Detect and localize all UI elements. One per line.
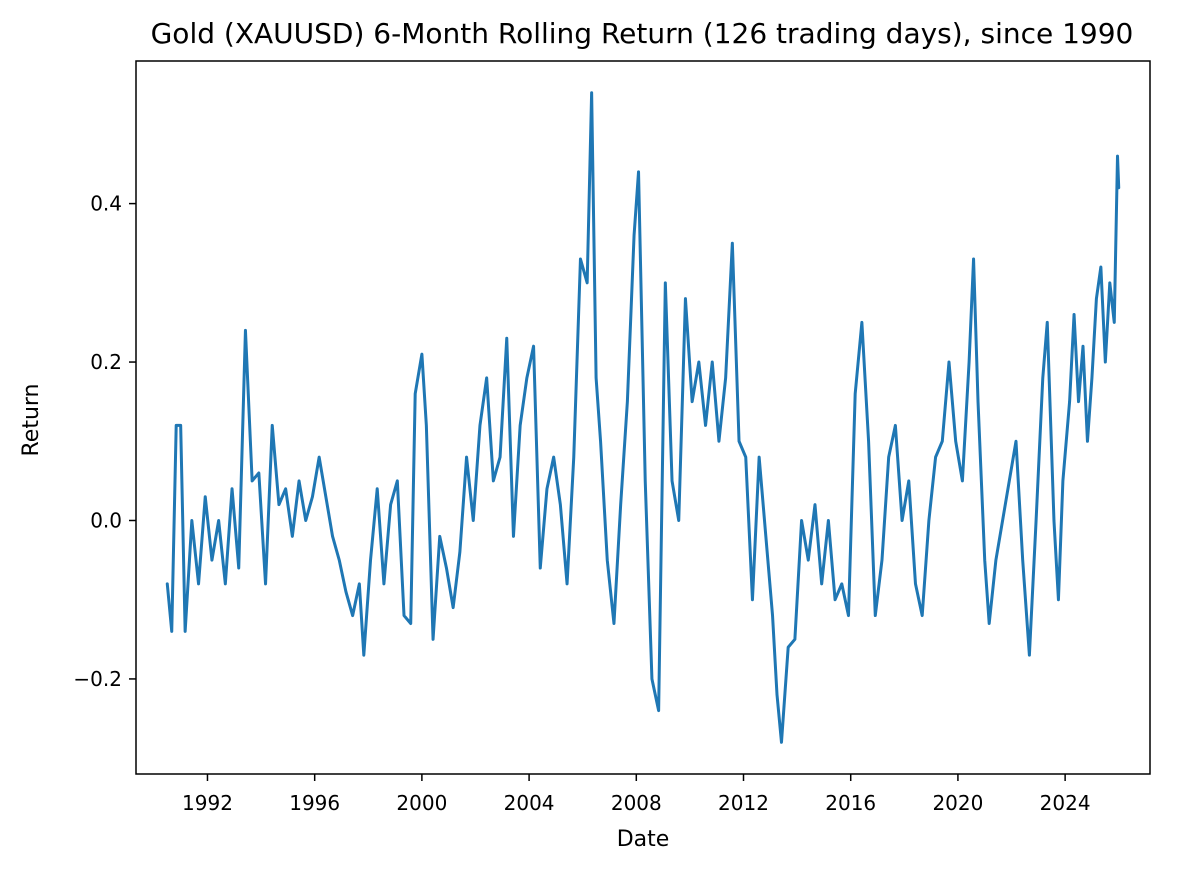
x-axis-ticks: 1992 1996 2000 2004 2008 2012 2016 2020 2024 xyxy=(182,774,1091,815)
x-tick-label: 2000 xyxy=(396,791,447,815)
x-tick-label: 2020 xyxy=(932,791,983,815)
x-tick-label: 2012 xyxy=(718,791,769,815)
series-layer xyxy=(165,91,1121,744)
x-tick-label: 2004 xyxy=(504,791,555,815)
y-tick-label: 0.4 xyxy=(90,192,122,216)
chart-title: Gold (XAUUSD) 6-Month Rolling Return (12… xyxy=(151,17,1134,50)
x-tick-label: 1996 xyxy=(289,791,340,815)
y-tick-label: −0.2 xyxy=(73,667,122,691)
x-axis-label: Date xyxy=(617,827,670,852)
y-axis-label: Return xyxy=(19,383,44,456)
x-tick-label: 2008 xyxy=(611,791,662,815)
series-line-1 xyxy=(165,91,1121,744)
x-tick-label: 2024 xyxy=(1040,791,1091,815)
y-tick-label: 0.0 xyxy=(90,508,122,532)
plot-area: 1992 1996 2000 2004 2008 2012 2016 2020 2024 −0.… xyxy=(73,60,1151,815)
y-axis-ticks: −0.2 0.0 0.2 0.4 xyxy=(73,192,136,691)
x-tick-label: 2016 xyxy=(825,791,876,815)
y-tick-label: 0.2 xyxy=(90,350,122,374)
x-tick-label: 1992 xyxy=(182,791,233,815)
plot-frame xyxy=(135,60,1151,775)
